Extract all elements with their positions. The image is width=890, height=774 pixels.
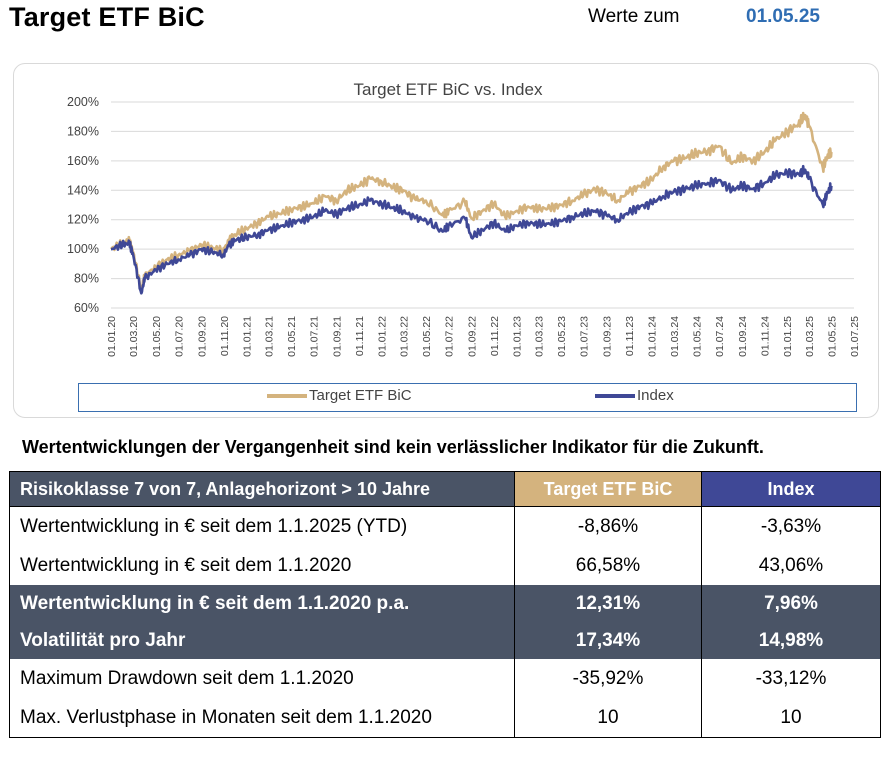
chart-series bbox=[110, 111, 833, 295]
x-tick-label: 01.07.20 bbox=[173, 316, 185, 357]
row-etf-value: 17,34% bbox=[514, 622, 702, 659]
y-tick-label: 80% bbox=[74, 272, 99, 286]
x-tick-label: 01.05.20 bbox=[151, 316, 163, 357]
y-tick-label: 160% bbox=[67, 154, 99, 168]
y-tick-label: 60% bbox=[74, 301, 99, 315]
x-tick-label: 01.03.24 bbox=[669, 316, 681, 357]
x-tick-label: 01.01.20 bbox=[106, 316, 118, 357]
x-tick-label: 01.11.24 bbox=[759, 316, 771, 356]
table-row: Maximum Drawdown seit dem 1.1.2020 -35,9… bbox=[9, 659, 881, 698]
row-index-value: 43,06% bbox=[701, 546, 881, 585]
legend-label-index: Index bbox=[637, 387, 674, 404]
row-label: Max. Verlustphase in Monaten seit dem 1.… bbox=[9, 698, 515, 738]
x-tick-label: 01.01.21 bbox=[241, 316, 253, 357]
x-tick-label: 01.05.24 bbox=[691, 316, 703, 357]
table-row: Max. Verlustphase in Monaten seit dem 1.… bbox=[9, 698, 881, 738]
header-index: Index bbox=[701, 471, 881, 507]
row-label: Wertentwicklung in € seit dem 1.1.2020 bbox=[9, 546, 515, 585]
x-tick-label: 01.11.21 bbox=[354, 316, 366, 356]
x-tick-label: 01.01.25 bbox=[782, 316, 794, 357]
row-etf-value: 66,58% bbox=[514, 546, 702, 585]
series-line-index bbox=[110, 164, 833, 295]
y-tick-label: 140% bbox=[67, 183, 99, 197]
x-tick-label: 01.09.24 bbox=[737, 316, 749, 357]
x-tick-label: 01.09.22 bbox=[466, 316, 478, 357]
x-tick-label: 01.05.23 bbox=[556, 316, 568, 357]
row-etf-value: 10 bbox=[514, 698, 702, 738]
x-tick-label: 01.07.22 bbox=[443, 316, 455, 357]
y-tick-label: 120% bbox=[67, 213, 99, 227]
table-header-row: Risikoklasse 7 von 7, Anlagehorizont > 1… bbox=[9, 471, 881, 507]
disclaimer-text: Wertentwicklungen der Vergangenheit sind… bbox=[22, 437, 764, 457]
x-tick-label: 01.09.20 bbox=[196, 316, 208, 357]
row-label: Wertentwicklung in € seit dem 1.1.2020 p… bbox=[9, 585, 515, 622]
legend-item-index: Index bbox=[595, 387, 674, 404]
page-title: Target ETF BiC bbox=[9, 2, 205, 32]
x-tick-label: 01.07.23 bbox=[579, 316, 591, 357]
chart-gridlines bbox=[111, 101, 854, 309]
x-tick-label: 01.03.21 bbox=[263, 316, 275, 357]
performance-table: Risikoklasse 7 von 7, Anlagehorizont > 1… bbox=[9, 471, 881, 738]
x-tick-label: 01.11.23 bbox=[624, 316, 636, 356]
row-index-value: -33,12% bbox=[701, 659, 881, 698]
chart-panel: 60% 80% 100% 120% 140% 160% 180% 200% 01.01.20 0… bbox=[13, 63, 879, 418]
header-risk-class: Risikoklasse 7 von 7, Anlagehorizont > 1… bbox=[9, 471, 515, 507]
header-etf: Target ETF BiC bbox=[514, 471, 702, 507]
legend-swatch-index bbox=[595, 393, 635, 398]
x-tick-label: 01.03.25 bbox=[804, 316, 816, 357]
legend-label-etf: Target ETF BiC bbox=[309, 387, 412, 404]
x-tick-label: 01.05.22 bbox=[421, 316, 433, 357]
row-label: Wertentwicklung in € seit dem 1.1.2025 (… bbox=[9, 506, 515, 546]
series-line-etf bbox=[110, 111, 833, 292]
row-etf-value: -35,92% bbox=[514, 659, 702, 698]
chart-legend: Target ETF BiC Index bbox=[78, 383, 857, 412]
as-of-date: 01.05.25 bbox=[746, 6, 820, 27]
x-tick-label: 01.09.21 bbox=[331, 316, 343, 357]
y-tick-label: 200% bbox=[67, 95, 99, 109]
row-label: Maximum Drawdown seit dem 1.1.2020 bbox=[9, 659, 515, 698]
x-tick-label: 01.07.24 bbox=[714, 316, 726, 357]
row-etf-value: -8,86% bbox=[514, 506, 702, 546]
x-tick-label: 01.11.20 bbox=[219, 316, 231, 356]
x-tick-label: 01.03.22 bbox=[398, 316, 410, 357]
y-tick-label: 100% bbox=[67, 242, 99, 256]
y-axis-ticks: 60% 80% 100% 120% 140% 160% 180% 200% bbox=[67, 95, 99, 315]
chart-title: Target ETF BiC vs. Index bbox=[354, 80, 543, 99]
table-row: Wertentwicklung in € seit dem 1.1.2020 p… bbox=[9, 585, 881, 622]
values-as-of-label: Werte zum bbox=[588, 6, 680, 27]
x-axis-ticks: 01.01.20 01.03.20 01.05.20 01.07.20 01.09.20… bbox=[106, 316, 861, 357]
x-tick-label: 01.01.23 bbox=[512, 316, 524, 357]
x-tick-label: 01.09.23 bbox=[601, 316, 613, 357]
table-row: Wertentwicklung in € seit dem 1.1.2025 (… bbox=[9, 506, 881, 546]
x-tick-label: 01.07.21 bbox=[308, 316, 320, 357]
x-tick-label: 01.05.21 bbox=[286, 316, 298, 357]
line-chart: 60%80%100%120%140%160%180%200% 01.01.20 0… bbox=[67, 80, 861, 357]
x-tick-label: 01.07.25 bbox=[849, 316, 861, 357]
y-tick-label: 180% bbox=[67, 124, 99, 138]
x-tick-label: 01.01.24 bbox=[647, 316, 659, 357]
table-row: Volatilität pro Jahr 17,34% 14,98% bbox=[9, 622, 881, 659]
x-tick-label: 01.01.22 bbox=[376, 316, 388, 357]
row-index-value: -3,63% bbox=[701, 506, 881, 546]
row-index-value: 10 bbox=[701, 698, 881, 738]
legend-item-etf: Target ETF BiC bbox=[267, 387, 412, 404]
row-label: Volatilität pro Jahr bbox=[9, 622, 515, 659]
x-tick-label: 01.05.25 bbox=[826, 316, 838, 357]
row-index-value: 14,98% bbox=[701, 622, 881, 659]
x-tick-label: 01.03.23 bbox=[533, 316, 545, 357]
x-tick-label: 01.11.22 bbox=[489, 316, 501, 356]
row-etf-value: 12,31% bbox=[514, 585, 702, 622]
row-index-value: 7,96% bbox=[701, 585, 881, 622]
table-row: Wertentwicklung in € seit dem 1.1.2020 6… bbox=[9, 546, 881, 585]
x-tick-label: 01.03.20 bbox=[128, 316, 140, 357]
legend-swatch-etf bbox=[267, 393, 307, 398]
